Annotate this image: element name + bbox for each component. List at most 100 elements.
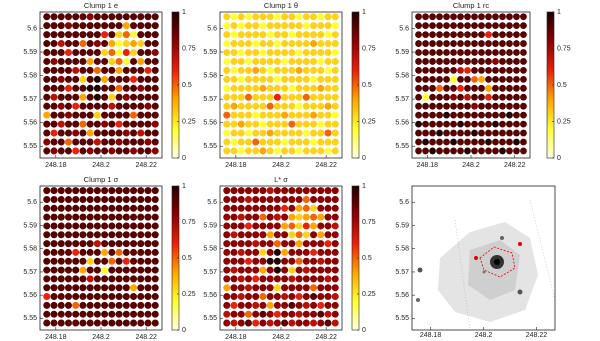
data-dot [101, 248, 109, 256]
data-dot [429, 22, 436, 30]
data-dot [50, 319, 58, 327]
data-dot [492, 93, 499, 101]
data-dot [93, 66, 101, 74]
data-dot [273, 75, 281, 83]
data-dot [72, 275, 80, 283]
data-dot [86, 231, 94, 239]
data-dot [252, 293, 260, 301]
data-dot [457, 67, 464, 74]
data-dot [302, 93, 310, 101]
data-dot [223, 284, 231, 292]
data-dot [86, 293, 94, 301]
data-dot [471, 75, 478, 83]
data-dot [43, 84, 51, 92]
data-dot [93, 57, 101, 65]
data-dot [450, 13, 457, 21]
data-dot [79, 93, 87, 101]
colorbar-tick-label: 0.25 [557, 118, 571, 125]
y-tick-label: 5.6 [207, 25, 217, 32]
data-dot [273, 222, 281, 230]
data-dot [130, 40, 138, 48]
data-dot [244, 240, 252, 248]
data-dot [72, 138, 80, 146]
data-dot [57, 40, 65, 48]
data-dot [130, 293, 138, 301]
data-dot [79, 248, 87, 256]
data-dot [50, 102, 58, 110]
data-dot [237, 138, 245, 146]
data-dot [101, 120, 109, 128]
data-dot [144, 222, 152, 230]
data-dot [436, 84, 443, 92]
data-dot [93, 120, 101, 128]
data-dot [115, 240, 123, 248]
data-dot [237, 284, 245, 292]
data-dot [108, 102, 116, 110]
data-dot [93, 231, 101, 239]
data-dot [317, 111, 325, 119]
data-dot [72, 248, 80, 256]
data-dot [115, 231, 123, 239]
data-dot [64, 240, 72, 248]
y-tick-label: 5.58 [203, 72, 217, 79]
data-dot [273, 31, 281, 39]
data-dot [415, 129, 422, 137]
data-dot [457, 31, 464, 38]
data-dot [281, 187, 289, 195]
data-dot [331, 257, 339, 265]
data-dot [513, 22, 520, 30]
data-dot [317, 48, 325, 57]
data-dot [513, 84, 520, 92]
data-dot [499, 13, 506, 21]
data-dot [302, 248, 310, 256]
data-dot [252, 248, 260, 256]
data-dot [101, 284, 109, 292]
data-dot [50, 138, 58, 146]
y-tick-label: 5.56 [23, 292, 37, 299]
data-dot [457, 84, 464, 92]
data-dot [259, 257, 267, 265]
data-dot [151, 102, 159, 110]
data-dot [244, 293, 252, 301]
data-dot [324, 138, 332, 146]
data-dot [415, 49, 422, 56]
data-dot [273, 111, 281, 119]
data-dot [331, 129, 339, 137]
data-dot [310, 222, 318, 230]
data-dot [281, 266, 289, 274]
data-dot [485, 67, 492, 74]
data-dot [506, 67, 513, 74]
data-dot [273, 120, 281, 128]
data-dot [108, 195, 116, 203]
data-dot [273, 284, 281, 292]
data-dot [64, 129, 72, 137]
data-dot [288, 93, 296, 101]
data-dot [471, 129, 478, 137]
data-dot [492, 40, 499, 47]
data-dot [288, 213, 296, 221]
data-dot [115, 275, 123, 283]
data-dot [137, 31, 145, 39]
data-dot [499, 75, 506, 83]
data-dot [86, 138, 94, 146]
data-dot [108, 147, 116, 155]
data-dot [64, 84, 72, 92]
data-dot [101, 102, 109, 110]
data-dot [237, 240, 245, 248]
data-dot [43, 293, 51, 301]
data-dot [151, 275, 159, 283]
data-dot [57, 213, 65, 221]
y-tick-label: 5.55 [203, 315, 217, 322]
data-dot [457, 111, 464, 119]
data-dot [64, 248, 72, 256]
data-dot [450, 31, 457, 38]
data-dot [86, 266, 94, 274]
data-dot [288, 284, 296, 292]
data-dot [252, 48, 260, 57]
data-dot [450, 120, 457, 128]
data-dot [273, 231, 281, 239]
data-dot [144, 204, 152, 212]
data-dot [288, 204, 296, 212]
data-dot [266, 31, 274, 39]
data-dot [101, 48, 109, 57]
